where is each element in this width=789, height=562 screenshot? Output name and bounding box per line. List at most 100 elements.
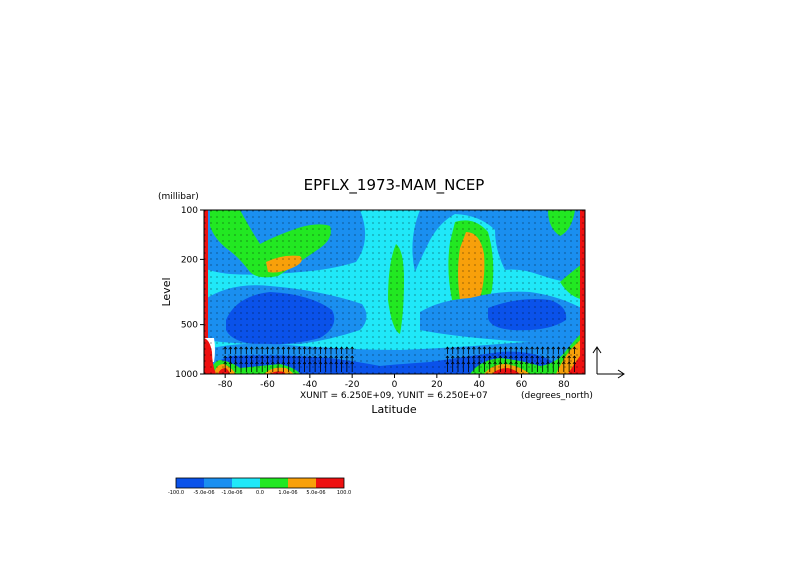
- colorbar-label: 5.0e-06: [306, 490, 325, 496]
- flux-vector-head: [540, 355, 545, 359]
- colorbar-swatch: [260, 478, 288, 488]
- flux-vector-head: [249, 355, 254, 359]
- flux-vector-head: [260, 346, 264, 350]
- flux-vector-head: [477, 346, 481, 350]
- y-tick-label: 500: [181, 321, 198, 331]
- y-unit-label: (millibar): [158, 192, 199, 202]
- flux-vector-head: [535, 355, 540, 359]
- flux-vector-head: [302, 346, 307, 350]
- flux-vector-head: [329, 355, 333, 359]
- flux-vector-head: [461, 346, 466, 350]
- flux-vector-head: [281, 355, 286, 359]
- flux-vector-head: [546, 355, 550, 359]
- flux-vectors: [223, 346, 577, 372]
- colorbar-swatch: [204, 478, 232, 488]
- flux-vector-head: [466, 346, 471, 350]
- flux-vector-head: [514, 355, 518, 359]
- chart-title: EPFLX_1973-MAM_NCEP: [304, 176, 485, 195]
- flux-vector-head: [271, 346, 275, 350]
- colorbar-frame: [175, 477, 345, 489]
- colorbar-swatch: [316, 478, 344, 488]
- flux-vector-head: [445, 355, 450, 359]
- flux-vector-head: [525, 355, 529, 359]
- flux-vector-head: [228, 355, 233, 359]
- flux-vector-head: [271, 355, 275, 359]
- flux-vector-head: [265, 355, 270, 359]
- colorbar: -100.0 -5.0e-06 -1.0e-06 0.0 1.0e-06 5.0e-06 1…: [168, 477, 351, 496]
- colorbar-label: -5.0e-06: [194, 490, 215, 496]
- flux-vector-head: [482, 346, 487, 350]
- flux-vector-head: [535, 346, 540, 350]
- flux-vector-head: [482, 355, 487, 359]
- flux-vector-head: [540, 346, 545, 350]
- grid-dots: [204, 210, 585, 374]
- flux-vector-head: [551, 346, 556, 350]
- colorbar-swatch: [232, 478, 260, 488]
- colorbar-label: -100.0: [168, 490, 184, 496]
- flux-vector-head: [519, 346, 524, 350]
- flux-vector-head: [313, 346, 317, 350]
- flux-vector-head: [345, 346, 349, 350]
- flux-vector-head: [487, 355, 492, 359]
- reference-vector: [592, 346, 625, 379]
- flux-vector-head: [450, 355, 455, 359]
- flux-vector-head: [498, 355, 503, 359]
- flux-vector-head: [233, 346, 238, 350]
- flux-vector-head: [572, 346, 577, 350]
- flux-vector-head: [334, 355, 339, 359]
- x-tick-label: -60: [260, 380, 275, 390]
- flux-vector-head: [503, 346, 508, 350]
- flux-vector-head: [223, 355, 227, 359]
- flux-vector-head: [239, 355, 243, 359]
- flux-vector-head: [308, 355, 312, 359]
- flux-vector-head: [228, 346, 233, 350]
- flux-vector-head: [562, 355, 566, 359]
- flux-vector-head: [334, 346, 339, 350]
- flux-vector-head: [461, 355, 466, 359]
- flux-vector-head: [302, 355, 307, 359]
- flux-vector-head: [472, 346, 476, 350]
- flux-vector-head: [466, 355, 471, 359]
- flux-vector-head: [556, 346, 561, 350]
- x-tick-label: 0: [392, 380, 398, 390]
- flux-vector-head: [567, 346, 571, 350]
- flux-vector-head: [567, 355, 571, 359]
- flux-vector-head: [286, 346, 291, 350]
- flux-vector-head: [456, 346, 460, 350]
- x-tick-label: 60: [516, 380, 528, 390]
- flux-vector-head: [456, 355, 460, 359]
- flux-vector-head: [255, 355, 259, 359]
- colorbar-label: 100.0: [337, 490, 351, 496]
- flux-vector-head: [525, 346, 529, 350]
- flux-vector-head: [509, 346, 513, 350]
- flux-vector-head: [503, 355, 508, 359]
- x-ticks: -80 -60 -40 -20 0 20 40 60 80: [218, 374, 570, 390]
- flux-vector-head: [297, 355, 302, 359]
- flux-vector-head: [498, 346, 503, 350]
- x-tick-label: 40: [473, 380, 485, 390]
- flux-vector-head: [572, 355, 577, 359]
- flux-vector-head: [556, 355, 561, 359]
- vector-scale-label: XUNIT = 6.250E+09, YUNIT = 6.250E+07: [300, 391, 488, 401]
- flux-vector-head: [329, 346, 333, 350]
- flux-vector-head: [546, 346, 550, 350]
- colorbar-label: 1.0e-06: [278, 490, 297, 496]
- flux-vector-head: [308, 346, 312, 350]
- flux-vector-head: [244, 346, 249, 350]
- flux-vector-head: [223, 346, 227, 350]
- plot-area: [204, 210, 585, 374]
- flux-vector-head: [477, 355, 481, 359]
- flux-vector-head: [530, 355, 534, 359]
- flux-vector-head: [292, 346, 296, 350]
- flux-vector-head: [472, 355, 476, 359]
- flux-vector-head: [323, 346, 328, 350]
- flux-vector-head: [233, 355, 238, 359]
- flux-vector-head: [318, 355, 323, 359]
- flux-vector-head: [450, 346, 455, 350]
- flux-vector-head: [339, 346, 344, 350]
- flux-vector-head: [286, 355, 291, 359]
- flux-vector-head: [255, 346, 259, 350]
- flux-vector-head: [493, 355, 497, 359]
- flux-vector-head: [519, 355, 524, 359]
